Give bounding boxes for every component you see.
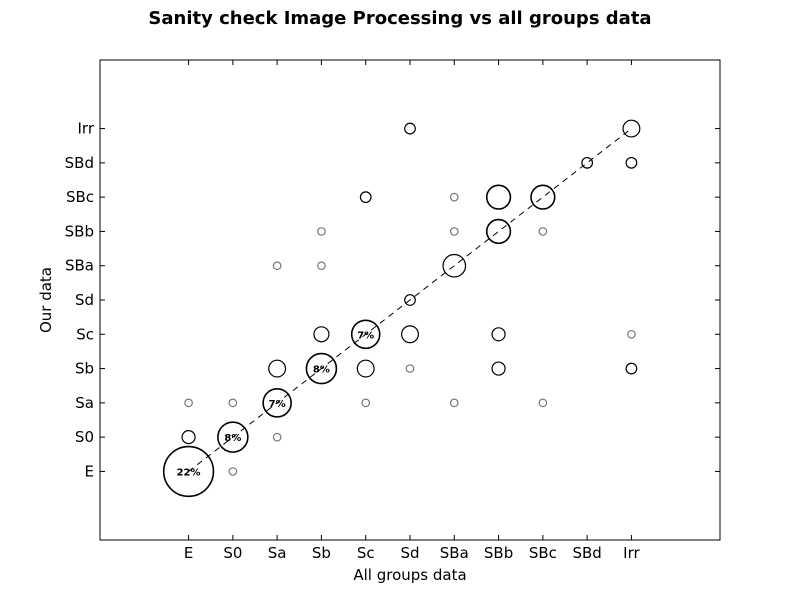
x-tick-label: Sd (400, 544, 419, 562)
y-tick-label: SBb (65, 222, 94, 240)
x-tick-label: Sb (312, 544, 331, 562)
x-tick-label: S0 (223, 544, 242, 562)
data-point (449, 192, 459, 202)
y-tick-label: Sc (76, 325, 94, 343)
y-tick-label: SBd (65, 154, 94, 172)
data-point (401, 325, 419, 344)
data-point (272, 261, 282, 271)
y-tick-label: SBa (65, 257, 94, 275)
data-point (625, 156, 638, 169)
data-point (530, 184, 556, 210)
y-tick-label: SBc (66, 188, 94, 206)
data-point (627, 329, 636, 339)
data-point (356, 359, 375, 378)
data-label: 7% (269, 399, 286, 410)
y-tick-label: Sa (75, 394, 94, 412)
data-label: 7% (357, 330, 374, 341)
x-tick-label: Sa (268, 544, 287, 562)
data-point (404, 122, 416, 135)
data-point (449, 227, 459, 236)
data-point (491, 327, 506, 342)
x-tick-label: SBb (484, 544, 513, 562)
data-point (581, 156, 594, 169)
data-point (485, 218, 512, 245)
x-tick-label: SBd (572, 544, 601, 562)
data-point (491, 361, 506, 376)
y-tick-label: E (85, 462, 94, 480)
data-point (485, 184, 512, 210)
data-point (359, 191, 372, 204)
data-point (625, 362, 638, 375)
points-layer (162, 119, 641, 498)
data-point (272, 432, 282, 442)
labels-layer: 22% 8% 8% 7% 7% (177, 330, 375, 478)
data-point (404, 294, 416, 306)
diagonal-reference-line (188, 128, 632, 472)
data-point (217, 421, 249, 453)
data-point (228, 467, 238, 476)
y-tick-label: S0 (75, 428, 94, 446)
data-point (181, 430, 196, 445)
data-point (317, 261, 326, 271)
x-tick-label: Irr (623, 544, 640, 562)
data-point (305, 352, 338, 385)
data-point (449, 398, 459, 408)
data-point (538, 398, 548, 408)
data-point (184, 398, 193, 408)
data-point (350, 319, 381, 350)
data-point (268, 359, 287, 378)
y-tick-label: Sb (75, 360, 94, 378)
data-point (538, 227, 548, 236)
data-point (162, 445, 215, 498)
data-label: 8% (224, 433, 241, 444)
data-point (262, 388, 292, 418)
x-axis-label: All groups data (353, 566, 466, 584)
data-point (405, 364, 415, 373)
x-tick-label: Sc (357, 544, 375, 562)
chart-title: Sanity check Image Processing vs all gro… (148, 8, 652, 29)
x-tick-label: E (184, 544, 193, 562)
y-axis-label: Our data (37, 267, 55, 333)
data-label: 8% (313, 365, 330, 376)
y-tick-label: Sd (75, 291, 94, 309)
data-label: 22% (177, 467, 201, 478)
data-point (228, 398, 238, 408)
data-point (313, 326, 330, 343)
data-point (442, 253, 467, 278)
x-tick-label: SBc (529, 544, 557, 562)
data-point (622, 119, 641, 138)
y-tick-label: Irr (78, 120, 95, 138)
axis-layer: E E S0 S0 Sa Sa Sb Sb Sc Sc Sd Sd SBa SBa SBb SBb SBc SBc… (65, 60, 720, 562)
x-tick-label: SBa (440, 544, 469, 562)
data-point (361, 398, 371, 408)
data-point (317, 227, 326, 236)
